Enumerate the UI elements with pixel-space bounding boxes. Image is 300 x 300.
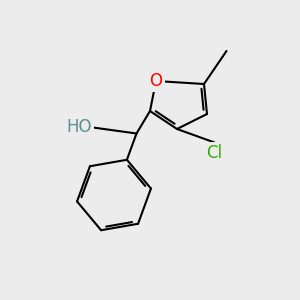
Text: HO: HO — [66, 118, 92, 136]
Text: Cl: Cl — [206, 144, 223, 162]
Text: O: O — [149, 72, 163, 90]
